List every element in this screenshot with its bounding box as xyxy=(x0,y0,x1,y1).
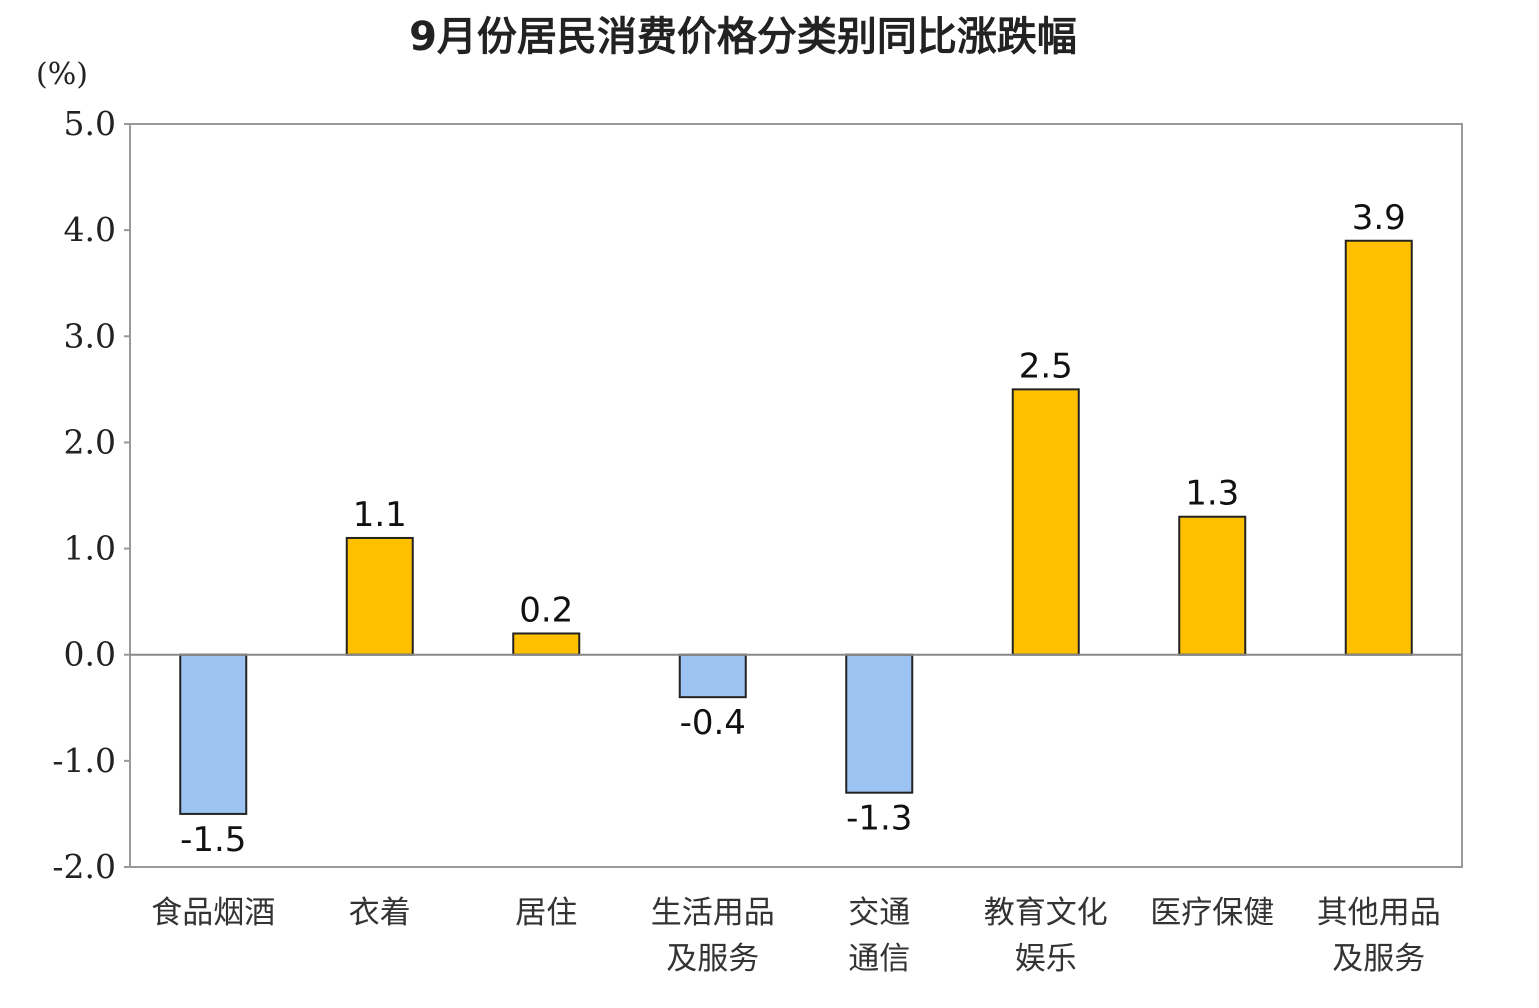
y-tick-label: -1.0 xyxy=(52,741,116,780)
bar xyxy=(512,632,581,656)
data-label: 2.5 xyxy=(1019,346,1073,386)
data-labels-group: -1.5 1.1 0.2 -0.4 -1.3 2.5 1.3 3.9 xyxy=(180,198,1406,860)
y-axis-ticks: 5.0 4.0 3.0 2.0 1.0 0.0 -1.0 -2.0 xyxy=(52,104,130,886)
x-tick-label: 娱乐 xyxy=(1015,941,1077,977)
x-tick-label: 及服务 xyxy=(666,941,759,977)
x-tick-label: 生活用品 xyxy=(651,895,775,931)
y-tick-label: 5.0 xyxy=(64,104,116,143)
bar xyxy=(1344,239,1413,656)
x-tick-label: 教育文化 xyxy=(984,895,1108,931)
data-label: -1.3 xyxy=(846,799,912,839)
x-tick-label: 医疗保健 xyxy=(1150,895,1274,931)
chart-title: 9月份居民消费价格分类别同比涨跌幅 xyxy=(409,14,1077,60)
bar xyxy=(845,653,914,794)
x-tick-label: 及服务 xyxy=(1332,941,1425,977)
data-label: -1.5 xyxy=(180,820,246,860)
y-tick-label: 1.0 xyxy=(64,529,116,568)
x-tick-label: 其他用品 xyxy=(1317,895,1441,931)
y-tick-label: 3.0 xyxy=(64,316,116,355)
y-tick-label: 0.0 xyxy=(64,635,116,674)
bars-group xyxy=(179,239,1413,815)
bar xyxy=(678,653,747,699)
data-label: 1.3 xyxy=(1185,474,1239,514)
x-tick-label: 居住 xyxy=(515,895,577,931)
y-tick-label: 2.0 xyxy=(64,422,116,461)
data-label: 1.1 xyxy=(353,495,407,535)
bar xyxy=(345,536,414,656)
plot-area-frame xyxy=(129,123,1463,868)
y-axis-unit-label: (%) xyxy=(36,57,88,92)
data-label: -0.4 xyxy=(680,703,746,743)
y-tick-label: -2.0 xyxy=(52,847,116,886)
x-tick-label: 通信 xyxy=(848,941,910,977)
x-tick-label: 交通 xyxy=(848,895,910,931)
bar xyxy=(179,653,248,815)
x-tick-label: 衣着 xyxy=(349,895,411,931)
data-label: 0.2 xyxy=(519,590,573,630)
y-tick-label: 4.0 xyxy=(64,210,116,249)
x-tick-label: 食品烟酒 xyxy=(151,895,275,931)
data-label: 3.9 xyxy=(1352,198,1406,238)
bar xyxy=(1178,515,1247,656)
bar xyxy=(1011,388,1080,656)
